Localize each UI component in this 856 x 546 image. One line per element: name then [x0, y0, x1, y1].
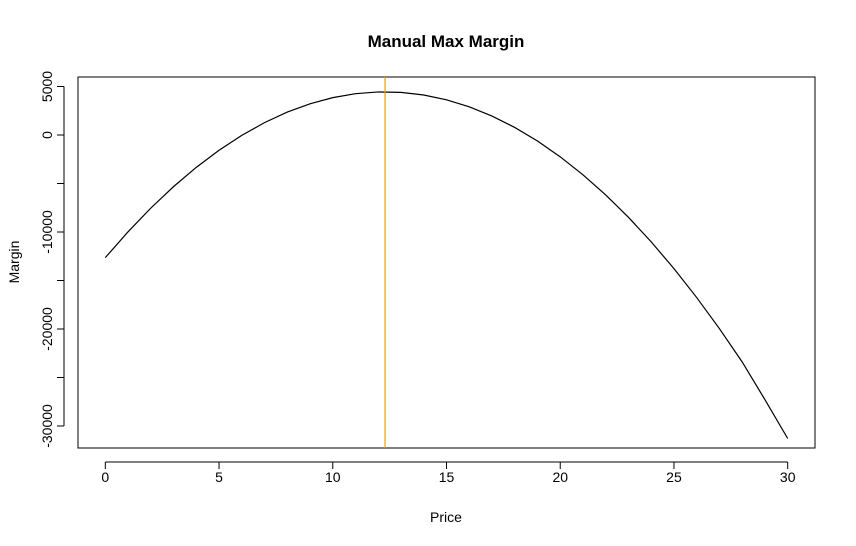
x-tick-label: 15: [439, 469, 455, 485]
y-tick-label: 5000: [39, 71, 55, 102]
x-tick-label: 5: [215, 469, 223, 485]
x-axis-label: Price: [430, 509, 462, 525]
y-axis-label: Margin: [6, 241, 22, 284]
x-tick-label: 30: [780, 469, 796, 485]
x-tick-label: 25: [666, 469, 682, 485]
plot-box: [77, 76, 816, 449]
line-series: [104, 91, 789, 439]
y-tick-label: -30000: [39, 404, 55, 448]
y-tick-label: -10000: [39, 210, 55, 254]
x-tick-label: 0: [101, 469, 109, 485]
y-tick-label: 0: [39, 131, 55, 139]
y-tick-label: -20000: [39, 307, 55, 351]
chart-title: Manual Max Margin: [368, 32, 525, 51]
x-tick-label: 10: [325, 469, 341, 485]
x-tick-label: 20: [552, 469, 568, 485]
